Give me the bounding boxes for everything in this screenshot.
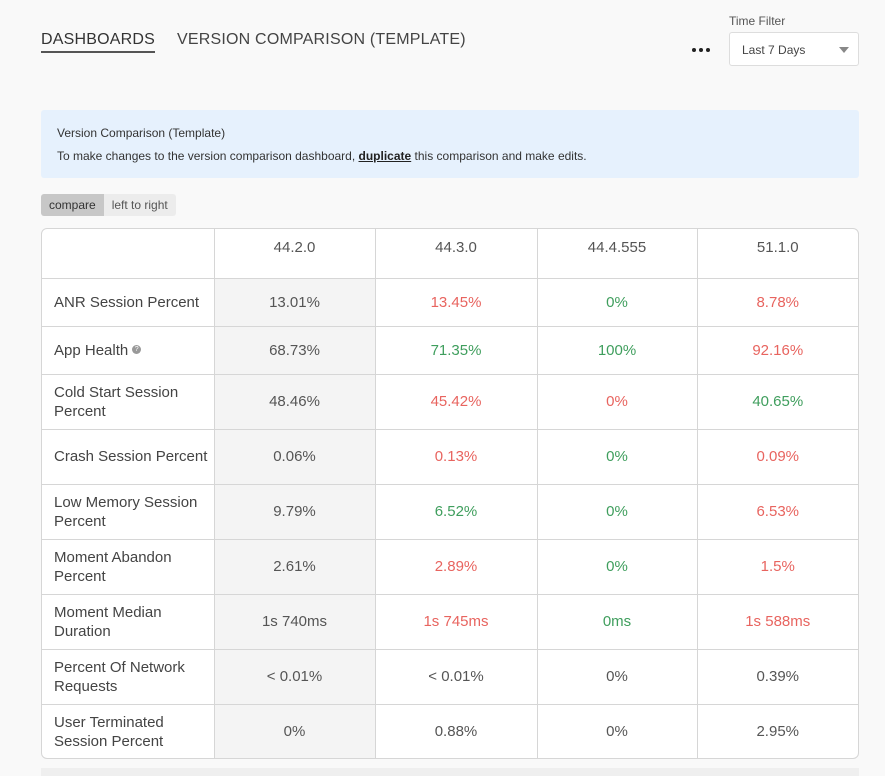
metric-name: ANR Session Percent: [54, 293, 200, 311]
metric-name: App Health: [54, 341, 129, 359]
table-row: User Terminated Session Percent 0% 0.88% 0%…: [42, 704, 858, 758]
metric-value-cell: 92.16%: [697, 326, 858, 375]
metric-name-cell: ANR Session Percent: [42, 278, 215, 327]
metric-name-cell: Low Memory Session Percent: [42, 484, 215, 540]
comparison-table-grid: 44.2.0 44.3.0 44.4.555 51.1.0 ANR Sessio…: [42, 229, 858, 758]
metric-value-cell: 1s 740ms: [214, 594, 376, 650]
metric-value-cell: 40.65%: [697, 374, 858, 430]
breadcrumb-dashboards[interactable]: DASHBOARDS: [41, 31, 156, 53]
metric-value-cell: 2.89%: [375, 539, 538, 595]
more-dot-icon: [692, 48, 696, 52]
duplicate-link[interactable]: duplicate: [358, 149, 412, 163]
metric-value-cell: 0.13%: [375, 429, 538, 485]
metric-value-cell: 48.46%: [214, 374, 376, 430]
metric-name-cell: Cold Start Session Percent: [42, 374, 215, 430]
metric-name: User Terminated Session Percent: [54, 713, 164, 750]
time-filter-value: Last 7 Days: [742, 43, 806, 57]
table-row: App Health? 68.73% 71.35% 100% 92.16%: [42, 326, 858, 375]
metric-value-cell: 9.79%: [214, 484, 376, 540]
metric-name: Crash Session Percent: [54, 448, 208, 465]
table-row: Percent Of Network Requests < 0.01% < 0.01…: [42, 649, 858, 705]
metric-value-cell: 0%: [537, 278, 698, 327]
comparison-table: 44.2.0 44.3.0 44.4.555 51.1.0 ANR Sessio…: [41, 228, 859, 759]
more-dot-icon: [699, 48, 703, 52]
banner-text: To make changes to the version compariso…: [57, 149, 843, 163]
metric-value-cell: 2.95%: [756, 723, 800, 741]
table-row: ANR Session Percent 13.01% 13.45% 0% 8.78%: [42, 278, 858, 327]
metric-name: Cold Start Session Percent: [54, 383, 179, 420]
column-header: 44.4.555: [537, 229, 698, 279]
column-header: 44.3.0: [375, 229, 538, 279]
metric-value-cell: 100%: [537, 326, 698, 375]
metric-name: Percent Of Network Requests: [54, 658, 185, 695]
metric-value-cell: 0.39%: [697, 649, 858, 705]
metric-value-cell: 0%: [537, 429, 698, 485]
metric-value-cell: 71.35%: [375, 326, 538, 375]
metric-name: Moment Abandon Percent: [54, 548, 172, 585]
metric-name: Moment Median Duration: [54, 603, 162, 640]
table-corner-cell: [42, 229, 215, 279]
column-header: 44.2.0: [214, 229, 376, 279]
metric-name-cell: User Terminated Session Percent: [42, 704, 215, 758]
metric-value-cell: < 0.01%: [375, 649, 538, 705]
metric-name: Low Memory Session Percent: [54, 493, 198, 530]
table-row: Low Memory Session Percent 9.79% 6.52% 0% 6.…: [42, 484, 858, 540]
metric-value-cell: 13.01%: [214, 278, 376, 327]
metric-value-cell: 0%: [537, 649, 698, 705]
metric-value-cell: 1.5%: [697, 539, 858, 595]
toggle-left-to-right[interactable]: left to right: [103, 194, 176, 216]
metric-name-cell: Percent Of Network Requests: [42, 649, 215, 705]
time-filter-label: Time Filter: [729, 14, 786, 28]
metric-name-cell: App Health?: [42, 326, 215, 375]
metric-value-cell: 8.78%: [697, 278, 858, 327]
table-row: Crash Session Percent 0.06% 0.13% 0% 0.09%: [42, 429, 858, 485]
compare-mode-toggle: compare left to right: [41, 194, 176, 216]
banner-text-after: this comparison and make edits.: [411, 149, 587, 163]
next-section-edge: [41, 768, 859, 776]
metric-value-cell: 0%: [537, 704, 698, 758]
metric-name-cell: Moment Abandon Percent: [42, 539, 215, 595]
metric-value-cell: 1s 588ms: [697, 594, 858, 650]
metric-value-cell: 6.52%: [375, 484, 538, 540]
metric-value-cell: 0.06%: [214, 429, 376, 485]
toggle-compare[interactable]: compare: [41, 194, 104, 216]
metric-value-cell: 0%: [214, 704, 376, 758]
banner-text-before: To make changes to the version compariso…: [57, 149, 359, 163]
page-header: DASHBOARDS VERSION COMPARISON (TEMPLATE)…: [0, 0, 885, 100]
time-filter-select[interactable]: Last 7 Days: [729, 32, 859, 66]
metric-value-cell: 0.88%: [375, 704, 538, 758]
table-row: Moment Abandon Percent 2.61% 2.89% 0% 1.5%: [42, 539, 858, 595]
info-banner: Version Comparison (Template) To make ch…: [41, 110, 859, 178]
page-title: VERSION COMPARISON (TEMPLATE): [177, 31, 466, 48]
more-options-button[interactable]: [689, 38, 713, 62]
more-dot-icon: [706, 48, 710, 52]
table-row: Moment Median Duration 1s 740ms 1s 745ms 0m…: [42, 594, 858, 650]
column-header: 51.1.0: [697, 229, 858, 279]
metric-value-cell: 13.45%: [375, 278, 538, 327]
info-icon[interactable]: ?: [132, 345, 142, 355]
table-row: Cold Start Session Percent 48.46% 45.42% 0%…: [42, 374, 858, 430]
metric-value-cell: 0%: [537, 539, 698, 595]
metric-value-cell: 6.53%: [697, 484, 858, 540]
table-header-row: 44.2.0 44.3.0 44.4.555 51.1.0: [42, 229, 858, 279]
metric-value-cell: 2.61%: [214, 539, 376, 595]
metric-value-cell: 1s 745ms: [375, 594, 538, 650]
metric-value-cell: 68.73%: [214, 326, 376, 375]
metric-value-cell: 0ms: [537, 594, 698, 650]
metric-value-cell: 45.42%: [375, 374, 538, 430]
metric-name-cell: Moment Median Duration: [42, 594, 215, 650]
metric-value-cell: 0%: [537, 484, 698, 540]
metric-value-cell: 0.09%: [697, 429, 858, 485]
metric-value-cell: 0%: [537, 374, 698, 430]
banner-title: Version Comparison (Template): [57, 126, 226, 140]
metric-value-cell: < 0.01%: [214, 649, 376, 705]
chevron-down-icon: [839, 47, 849, 53]
metric-name-cell: Crash Session Percent: [42, 429, 215, 485]
